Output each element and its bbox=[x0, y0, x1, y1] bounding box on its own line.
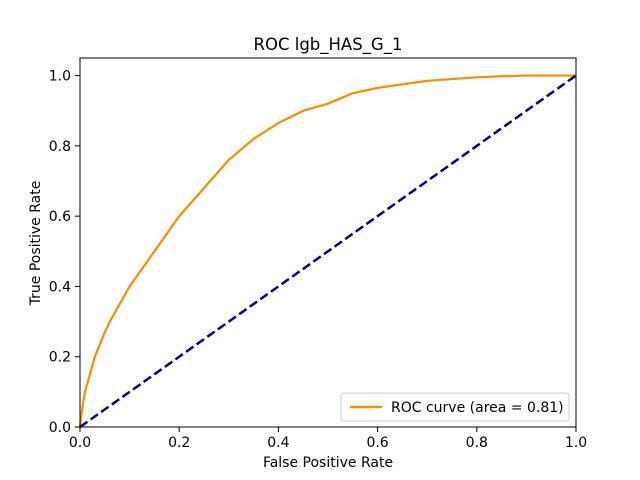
x-tick-label: 0.6 bbox=[366, 435, 388, 451]
y-tick-label: 0.0 bbox=[49, 420, 71, 436]
chart-title: ROC lgb_HAS_G_1 bbox=[254, 35, 403, 55]
y-tick-label: 0.4 bbox=[49, 279, 71, 295]
x-tick-label: 1.0 bbox=[565, 435, 587, 451]
x-tick-label: 0.8 bbox=[466, 435, 488, 451]
chance-diagonal-line bbox=[79, 74, 577, 429]
x-axis-label: False Positive Rate bbox=[263, 455, 393, 471]
series-layer bbox=[78, 74, 577, 429]
legend: ROC curve (area = 0.81) bbox=[340, 392, 570, 422]
x-axis-ticks: 0.0 0.2 0.4 0.6 0.8 1.0 bbox=[69, 427, 587, 451]
y-tick-label: 0.8 bbox=[49, 139, 71, 155]
y-axis-ticks: 0.0 0.2 0.4 0.6 0.8 1.0 bbox=[49, 69, 80, 436]
y-axis-label: True Positive Rate bbox=[28, 181, 44, 307]
x-tick-label: 0.0 bbox=[69, 435, 91, 451]
x-tick-label: 0.2 bbox=[168, 435, 190, 451]
roc-curve-line bbox=[78, 74, 576, 428]
legend-label-roc-curve: ROC curve (area = 0.81) bbox=[391, 400, 564, 416]
x-tick-label: 0.4 bbox=[267, 435, 289, 451]
y-tick-label: 0.2 bbox=[49, 350, 71, 366]
legend-box bbox=[340, 392, 570, 422]
y-tick-label: 0.6 bbox=[49, 209, 71, 225]
y-tick-label: 1.0 bbox=[49, 69, 71, 85]
plot-frame bbox=[79, 57, 577, 428]
